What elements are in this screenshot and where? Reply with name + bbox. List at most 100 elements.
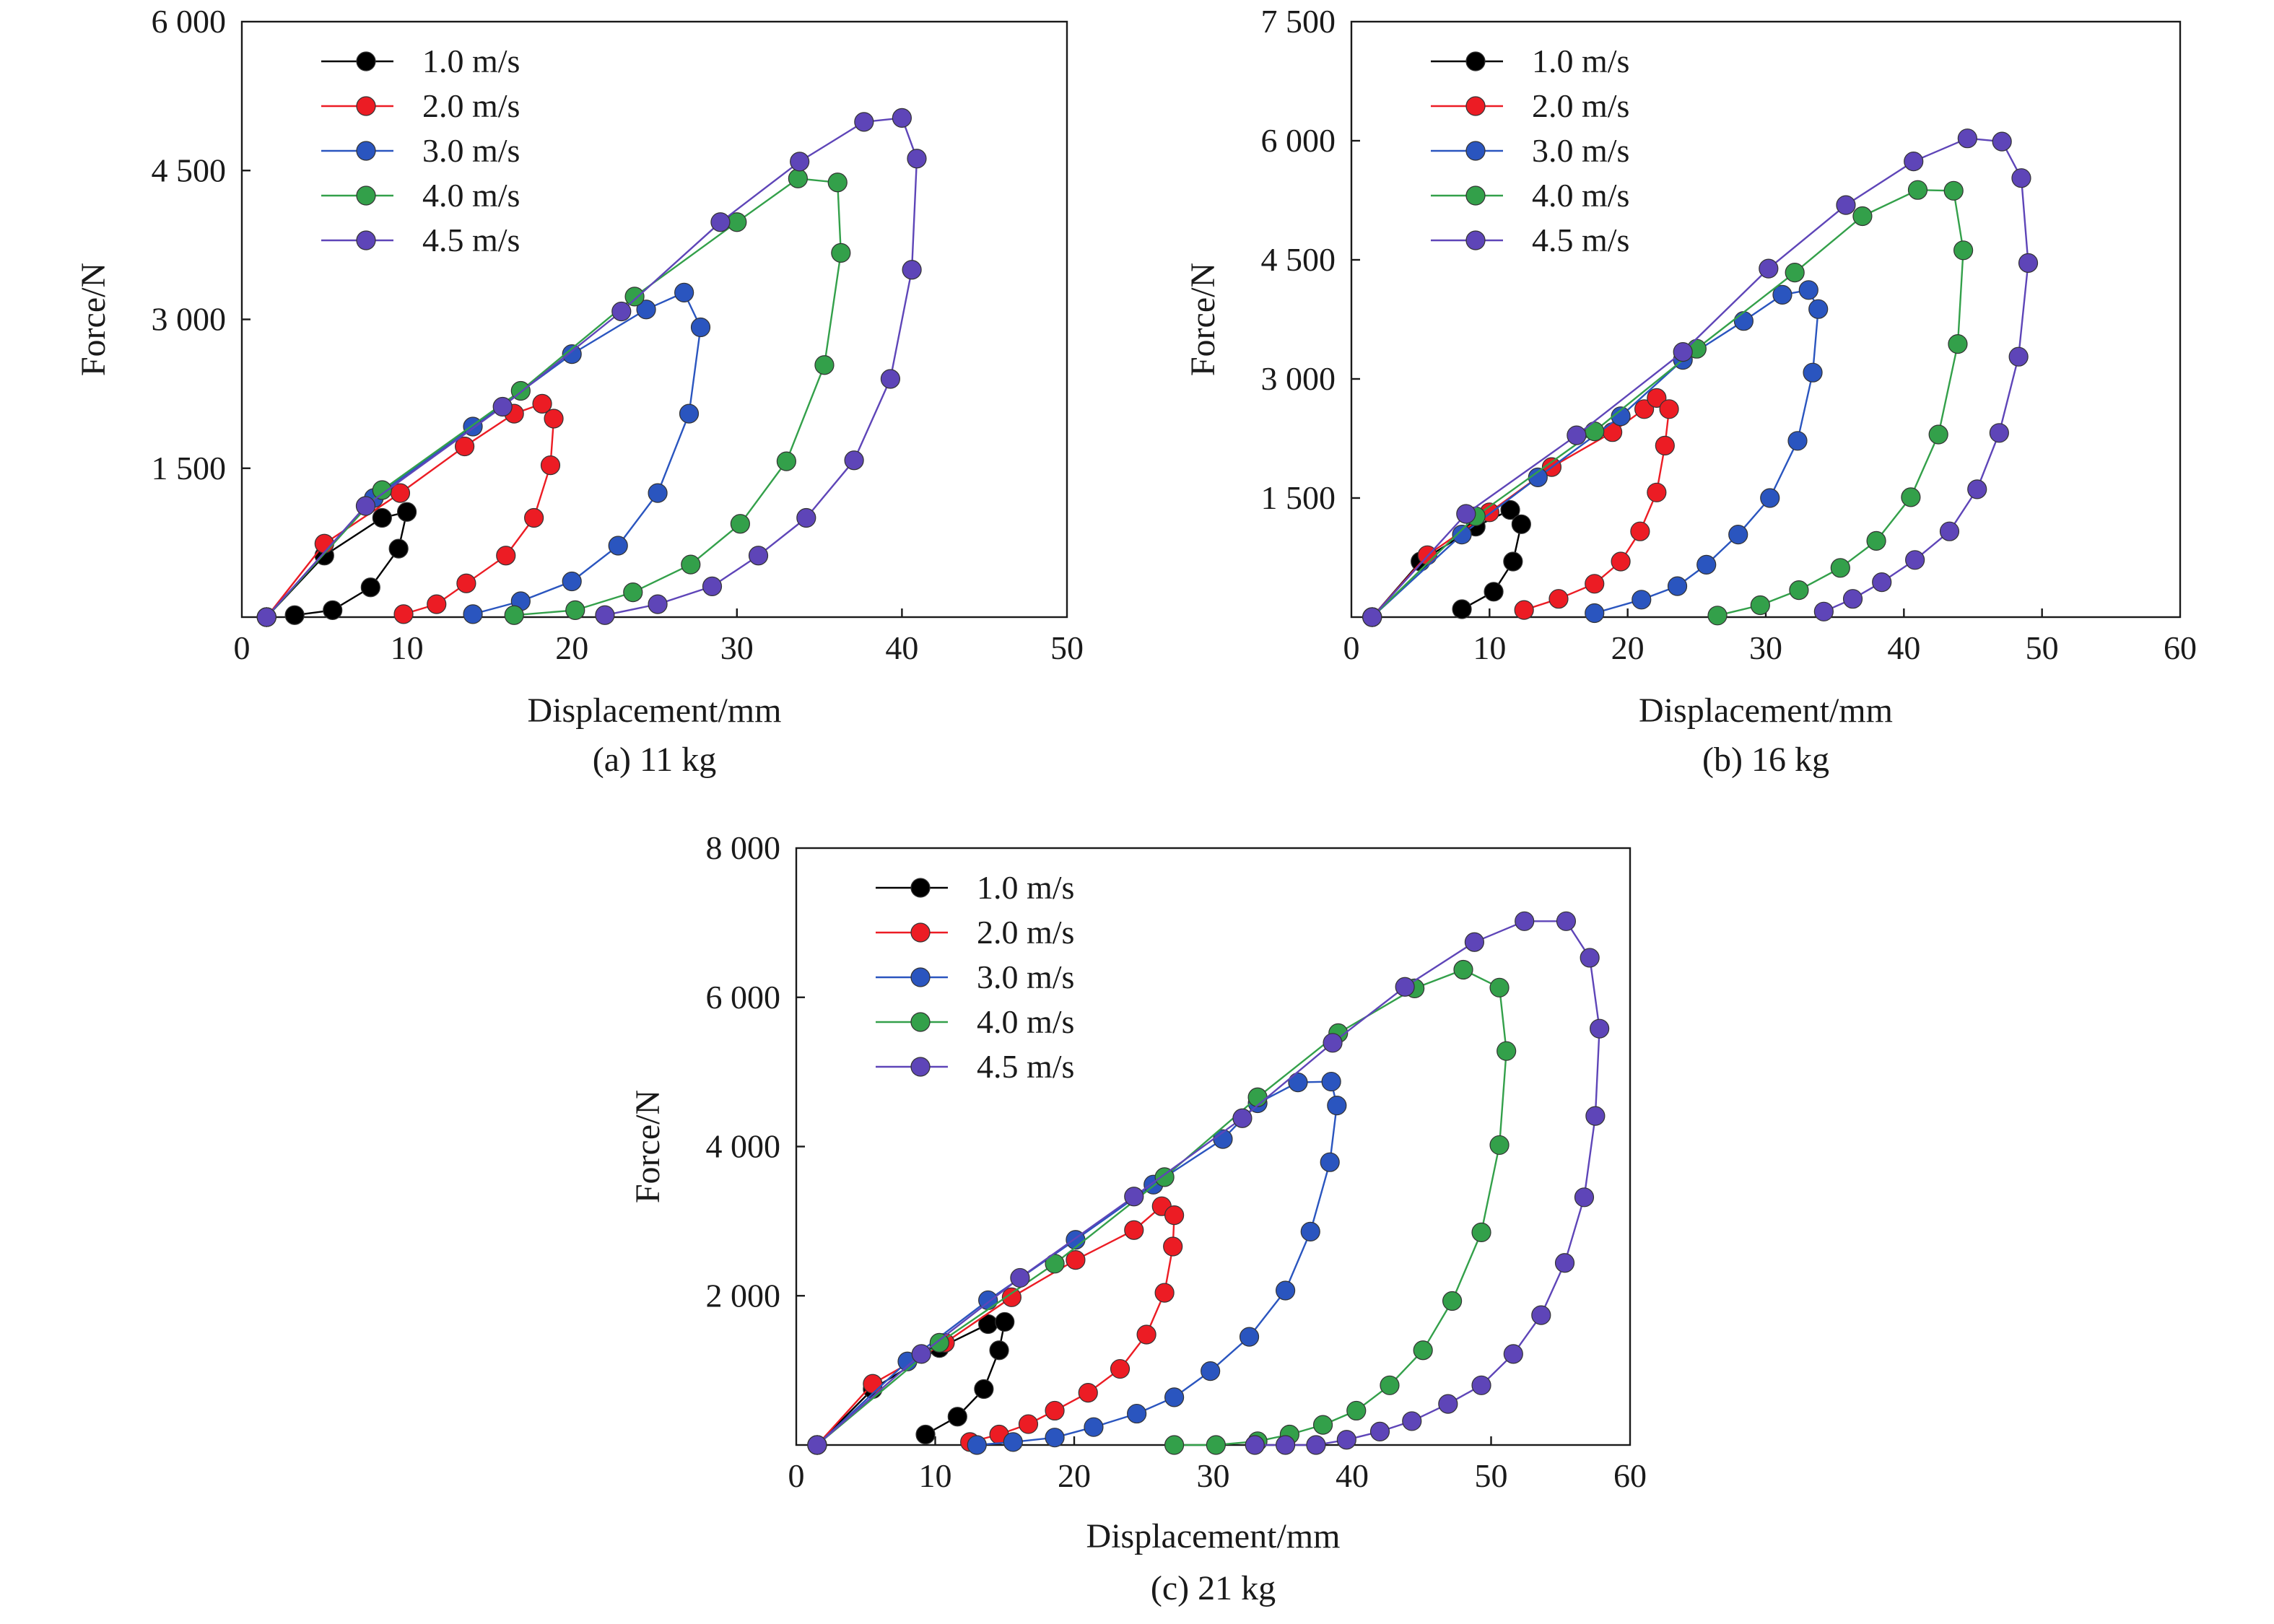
data-point (1514, 600, 1534, 620)
data-point (1164, 1387, 1185, 1407)
data-point (1813, 601, 1834, 621)
legend-label: 3.0 m/s (1532, 132, 1629, 169)
data-point (1110, 1358, 1131, 1379)
data-point (1728, 524, 1748, 545)
legend-label: 2.0 m/s (422, 87, 520, 124)
legend-label: 4.5 m/s (1532, 222, 1629, 258)
data-point (915, 1424, 936, 1445)
data-point (1667, 576, 1688, 596)
data-point (1574, 1187, 1595, 1208)
data-point (1967, 479, 1987, 499)
data-point (776, 451, 796, 471)
legend-label: 1.0 m/s (1532, 43, 1629, 79)
legend-marker (356, 230, 376, 250)
data-point (1750, 595, 1770, 616)
data-point (1787, 431, 1808, 451)
y-axis-title: Force/N (1184, 263, 1222, 376)
data-point (1957, 128, 1977, 149)
legend-label: 4.0 m/s (422, 177, 520, 214)
y-tick-label: 6 000 (1261, 122, 1336, 159)
data-point (1630, 521, 1650, 541)
data-point (595, 605, 615, 625)
data-point (947, 1407, 967, 1427)
y-tick-label: 6 000 (706, 979, 781, 1016)
x-tick-label: 30 (1749, 629, 1782, 666)
y-tick-label: 3 000 (152, 301, 227, 338)
panel-caption: (a) 11 kg (593, 741, 717, 779)
data-point (1124, 1220, 1144, 1240)
data-point (463, 604, 483, 624)
data-point (284, 605, 305, 625)
data-point (1673, 342, 1693, 362)
series-4-5-m-s (256, 108, 927, 627)
legend-marker (1465, 185, 1486, 206)
data-point (1010, 1267, 1030, 1288)
data-point (748, 546, 769, 566)
data-point (1632, 590, 1652, 610)
data-point (1585, 603, 1605, 624)
data-point (854, 112, 874, 132)
legend-label: 1.0 m/s (422, 43, 520, 79)
data-point (1696, 554, 1717, 575)
data-point (1866, 531, 1886, 551)
legend-label: 2.0 m/s (1532, 87, 1629, 124)
data-point (1772, 284, 1792, 305)
data-point (674, 282, 694, 302)
legend-marker (356, 141, 376, 161)
data-point (1163, 1236, 1183, 1257)
data-point (1124, 1187, 1144, 1207)
legend-marker (910, 922, 931, 943)
data-point (1136, 1324, 1156, 1345)
legend-marker (910, 878, 931, 898)
data-point (1733, 311, 1754, 331)
x-tick-label: 10 (919, 1457, 952, 1494)
data-point (1164, 1205, 1185, 1226)
data-point (1515, 911, 1535, 931)
x-tick-label: 40 (1887, 629, 1920, 666)
x-tick-label: 50 (1475, 1457, 1508, 1494)
data-point (544, 409, 564, 429)
data-point (1127, 1403, 1147, 1424)
x-axis-title: Displacement/mm (1639, 691, 1893, 730)
data-point (1066, 1250, 1086, 1270)
data-point (562, 344, 582, 364)
data-point (372, 480, 392, 500)
x-tick-label: 30 (720, 629, 754, 666)
data-point (844, 450, 864, 471)
data-point (1759, 258, 1779, 279)
legend-marker (1465, 141, 1486, 161)
data-point (929, 1332, 949, 1353)
data-point (1789, 580, 1809, 601)
data-point (1808, 299, 1829, 319)
legend-label: 4.5 m/s (977, 1048, 1074, 1085)
data-point (1611, 406, 1631, 427)
data-point (1904, 152, 1924, 172)
data-point (1438, 1394, 1458, 1414)
legend-label: 3.0 m/s (422, 132, 520, 169)
data-point (1585, 1106, 1606, 1126)
data-point (902, 260, 922, 280)
legend-marker (1465, 51, 1486, 71)
data-point (1707, 606, 1728, 626)
y-tick-label: 4 500 (1261, 241, 1336, 278)
series-2-0-m-s (1362, 388, 1679, 627)
data-point (1442, 1291, 1463, 1311)
x-tick-label: 60 (1613, 1457, 1647, 1494)
data-point (1464, 932, 1485, 952)
data-point (427, 594, 447, 614)
data-point (624, 287, 645, 307)
data-point (532, 393, 552, 414)
data-point (1531, 1305, 1551, 1325)
data-point (690, 317, 711, 338)
legend-marker (356, 51, 376, 71)
y-tick-label: 4 000 (706, 1128, 781, 1165)
x-axis-title: Displacement/mm (1086, 1517, 1341, 1555)
data-point (892, 108, 912, 128)
y-axis-title: Force/N (74, 263, 113, 376)
data-point (636, 300, 656, 320)
data-point (679, 403, 700, 424)
data-point (1018, 1414, 1039, 1434)
data-point (788, 168, 808, 188)
data-point (611, 301, 632, 322)
data-point (1413, 1340, 1433, 1361)
